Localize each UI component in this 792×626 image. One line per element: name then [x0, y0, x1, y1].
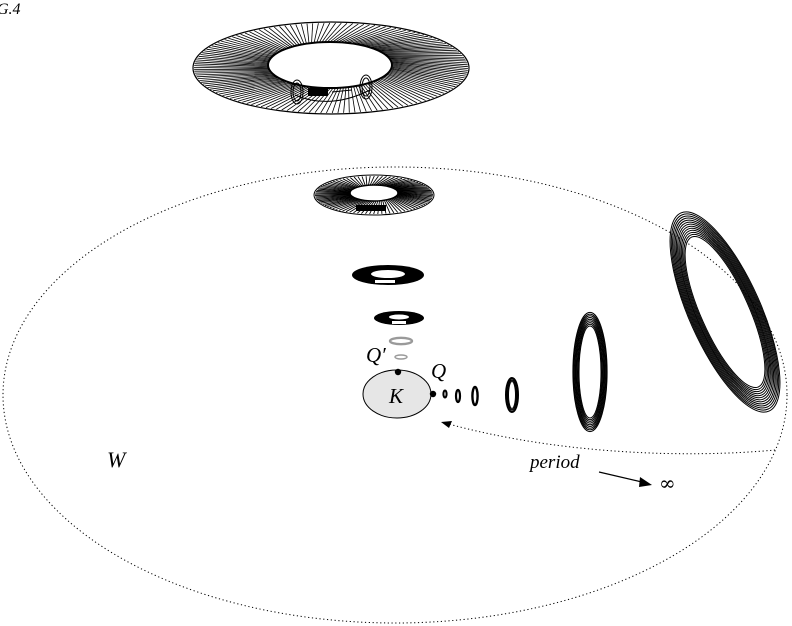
third-torus — [352, 265, 424, 285]
top-torus-spokes — [193, 22, 469, 114]
infinity-symbol: ∞ — [659, 471, 676, 495]
label-q: Q — [431, 359, 446, 383]
period-arrowhead — [639, 477, 652, 487]
approach-curve — [444, 422, 776, 455]
second-torus — [313, 174, 435, 216]
period-label: period — [528, 452, 580, 473]
figure-label: G.4 — [0, 1, 21, 18]
top-torus — [192, 21, 470, 115]
region-w-boundary — [2, 166, 788, 624]
gray-ring-large — [388, 336, 414, 346]
label-w: W — [107, 447, 127, 472]
point-q-prime — [394, 368, 402, 376]
ring-1 — [442, 389, 448, 399]
gray-ring-small — [394, 354, 408, 360]
label-q-prime: Q′ — [366, 343, 386, 367]
ring-6 — [669, 211, 781, 413]
second-torus-spokes — [314, 175, 434, 215]
ring-5 — [572, 311, 608, 433]
label-k: K — [388, 384, 404, 408]
approach-arrowhead — [441, 421, 452, 428]
period-arrow — [598, 471, 647, 484]
fourth-torus — [374, 311, 424, 325]
ring-2 — [454, 388, 462, 404]
ring-4 — [505, 377, 519, 413]
ring-3 — [471, 385, 479, 407]
point-q — [429, 390, 437, 398]
